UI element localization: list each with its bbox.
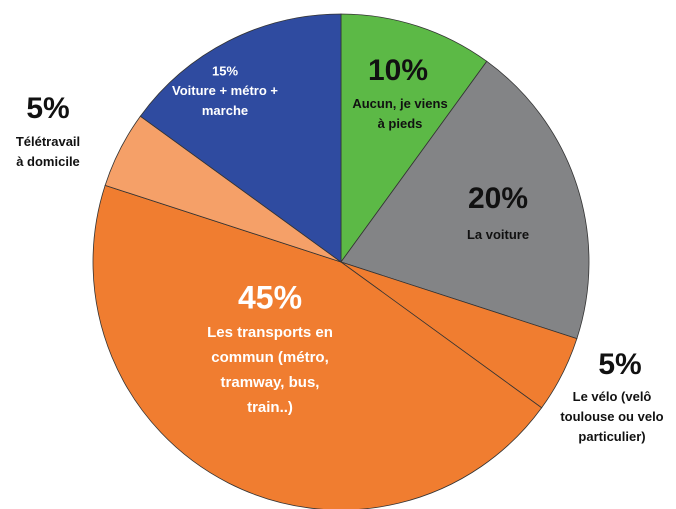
slice-label-line: commun (métro, [211, 349, 329, 366]
value-label: 5% [598, 348, 641, 381]
slice-label-line: Voiture + métro + [172, 83, 278, 98]
slice-label-line: Les transports en [207, 324, 333, 341]
value-label: 15% [212, 63, 238, 78]
slice-label-line: à domicile [16, 154, 80, 169]
value-label: 5% [26, 92, 69, 125]
slice-label: Aucun, je viens à pieds [352, 96, 447, 131]
slice-label: Voiture + métro + marche [172, 83, 278, 118]
slice-label: La voiture [467, 227, 529, 242]
value-label: 10% [368, 54, 428, 87]
value-label: 20% [468, 182, 528, 215]
slice-label: Les transports en commun (métro, tramway, … [207, 324, 333, 416]
slice-label-line: tramway, bus, [221, 374, 320, 391]
slice-label-line: toulouse ou velo [560, 409, 663, 424]
slice-label-line: particulier) [578, 429, 645, 444]
slice-label-line: Télétravail [16, 134, 80, 149]
pie-slice [92, 184, 543, 509]
pie-slice [139, 13, 342, 263]
slice-label-line: Le vélo (velô [573, 389, 652, 404]
pie-slice [340, 13, 488, 264]
slice-label-line: à pieds [378, 116, 423, 131]
slice-label: Télétravail à domicile [16, 134, 80, 169]
slice-label-line: marche [202, 103, 248, 118]
slice-label-line: La voiture [467, 227, 529, 242]
slice-label-line: Aucun, je viens [352, 96, 447, 111]
slice-label: Le vélo (velô toulouse ou velo particulier… [560, 389, 663, 444]
slice-label-line: train..) [247, 399, 293, 416]
value-label: 45% [238, 279, 302, 315]
pie-slice [340, 60, 590, 340]
